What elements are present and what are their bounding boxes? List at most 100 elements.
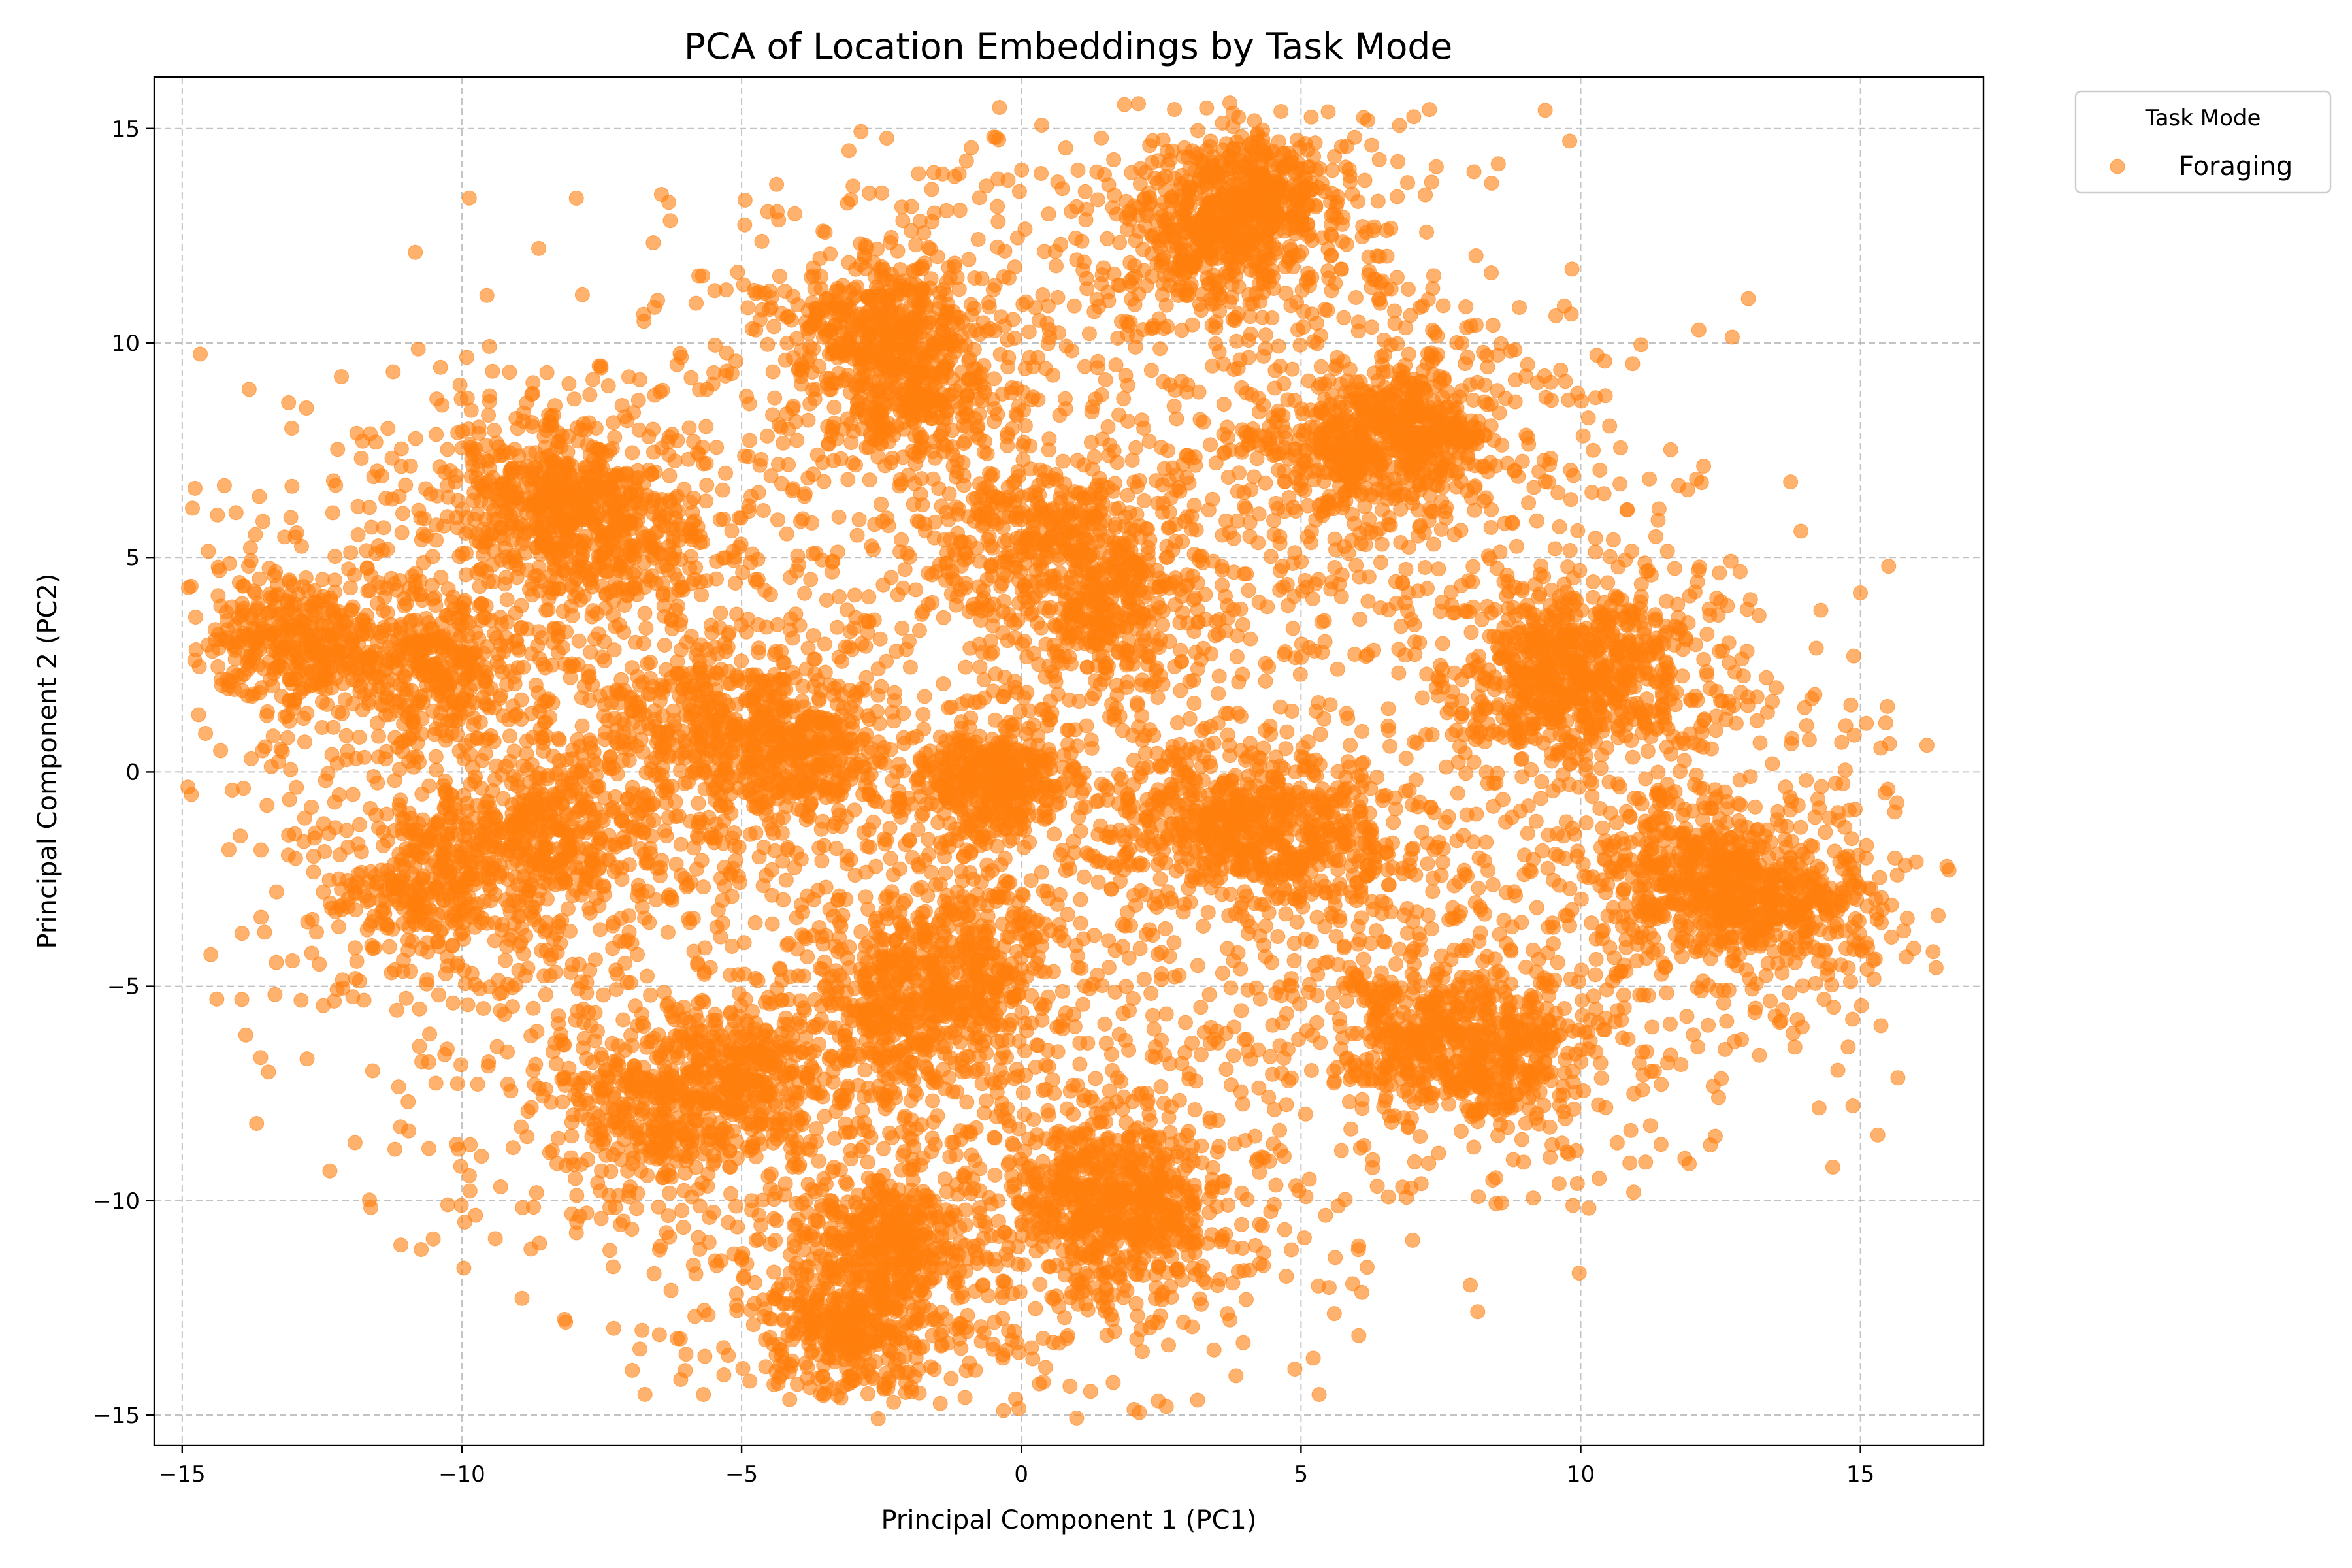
scatter-point <box>1126 991 1141 1006</box>
scatter-point <box>1182 674 1198 689</box>
scatter-point <box>322 1163 338 1179</box>
scatter-point <box>659 1225 674 1241</box>
scatter-point <box>285 953 300 968</box>
scatter-point <box>297 810 312 826</box>
scatter-point <box>210 507 225 523</box>
scatter-point <box>1261 659 1277 675</box>
scatter-point <box>615 1012 631 1028</box>
scatter-point <box>255 514 270 529</box>
scatter-point <box>979 857 995 873</box>
scatter-point <box>331 919 346 934</box>
scatter-point <box>1241 583 1256 598</box>
scatter-point <box>1193 1000 1209 1015</box>
scatter-point <box>1690 1039 1706 1055</box>
scatter-point <box>1066 298 1082 314</box>
scatter-point <box>1284 1242 1299 1258</box>
scatter-point <box>387 1141 402 1157</box>
scatter-point <box>1565 1198 1581 1213</box>
scatter-point <box>785 399 801 414</box>
scatter-point <box>979 1093 994 1109</box>
scatter-point <box>936 610 951 625</box>
scatter-point <box>221 842 237 857</box>
scatter-point <box>1233 1003 1249 1019</box>
scatter-point <box>897 562 913 578</box>
scatter-point <box>1562 543 1578 558</box>
scatter-point <box>735 1361 751 1376</box>
scatter-point <box>1595 820 1610 836</box>
scatter-point <box>748 1233 764 1248</box>
scatter-point <box>1011 184 1027 199</box>
scatter-point <box>1799 772 1814 788</box>
scatter-point <box>1233 601 1249 617</box>
scatter-point <box>1098 372 1113 387</box>
scatter-point <box>890 587 906 602</box>
scatter-point <box>422 1026 438 1042</box>
scatter-point <box>1458 299 1474 314</box>
scatter-point <box>1101 960 1117 975</box>
scatter-point <box>1660 1055 1675 1071</box>
scatter-point <box>343 545 359 561</box>
scatter-point <box>485 363 500 379</box>
scatter-point <box>1186 696 1202 711</box>
scatter-point <box>1845 1011 1861 1027</box>
scatter-point <box>1466 164 1482 180</box>
scatter-point <box>737 192 753 208</box>
scatter-point <box>1345 186 1360 202</box>
scatter-point <box>722 1159 738 1175</box>
scatter-point <box>914 606 930 622</box>
scatter-point <box>1471 1189 1486 1205</box>
scatter-point <box>1356 951 1371 967</box>
scatter-point <box>754 233 770 249</box>
scatter-point <box>1534 774 1550 789</box>
scatter-point <box>315 694 330 710</box>
scatter-point <box>737 217 753 233</box>
scatter-point <box>1296 319 1311 335</box>
scatter-point <box>699 478 715 493</box>
scatter-point <box>1400 175 1415 191</box>
scatter-point <box>514 1290 530 1306</box>
scatter-point <box>1537 103 1553 118</box>
scatter-point <box>1247 1128 1263 1144</box>
scatter-point <box>1280 598 1296 613</box>
scatter-point <box>242 540 258 556</box>
scatter-point <box>1406 109 1422 125</box>
scatter-point <box>958 153 974 169</box>
scatter-point <box>655 382 670 398</box>
scatter-point <box>760 428 775 444</box>
scatter-point <box>849 527 865 543</box>
scatter-point <box>1373 555 1388 570</box>
scatter-point <box>1570 523 1586 538</box>
scatter-point <box>1387 303 1402 319</box>
scatter-point <box>1079 659 1095 675</box>
scatter-point <box>1347 129 1362 145</box>
scatter-point <box>1131 96 1146 112</box>
scatter-point <box>502 365 517 380</box>
scatter-point <box>1575 428 1591 444</box>
scatter-point <box>1422 102 1437 118</box>
scatter-point <box>1348 557 1364 573</box>
scatter-point <box>461 190 477 206</box>
scatter-point <box>445 995 461 1011</box>
scatter-point <box>718 465 733 481</box>
scatter-point <box>1622 1155 1638 1171</box>
scatter-point <box>429 762 444 778</box>
scatter-point <box>1054 983 1070 999</box>
scatter-point <box>1808 975 1823 991</box>
scatter-point <box>1382 738 1398 754</box>
scatter-point <box>1014 489 1030 505</box>
scatter-point <box>502 728 517 744</box>
scatter-point <box>672 1331 688 1347</box>
scatter-point <box>1509 538 1524 554</box>
scatter-point <box>529 1024 545 1039</box>
scatter-point <box>861 589 877 605</box>
scatter-point <box>886 1394 902 1410</box>
scatter-point <box>274 743 290 759</box>
scatter-point <box>1673 764 1688 779</box>
data-points <box>180 95 1957 1426</box>
scatter-point <box>596 987 611 1003</box>
scatter-point <box>281 395 297 410</box>
scatter-point <box>1840 1039 1856 1055</box>
scatter-point <box>1187 1102 1203 1117</box>
scatter-point <box>936 676 951 691</box>
